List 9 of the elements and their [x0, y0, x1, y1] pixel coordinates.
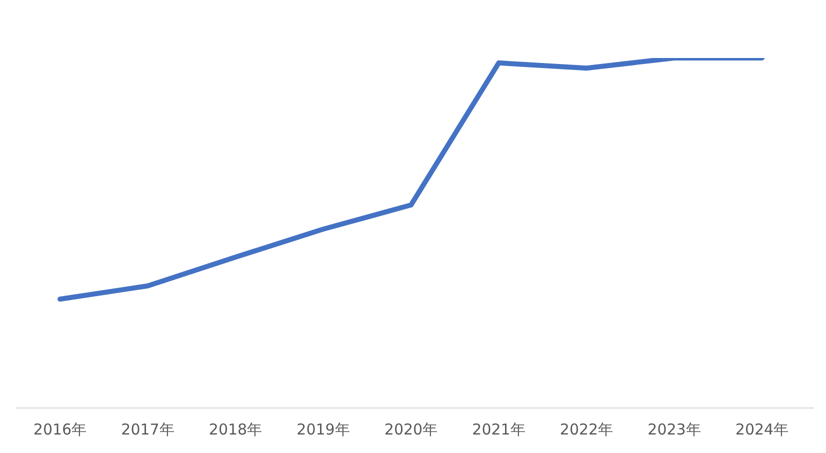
x-tick-label: 2016年 — [33, 420, 87, 439]
x-tick-label: 2022年 — [560, 420, 614, 439]
x-tick-label: 2020年 — [384, 420, 438, 439]
x-tick-label: 2019年 — [296, 420, 350, 439]
x-tick-label: 2018年 — [208, 420, 262, 439]
x-tick-label: 2024年 — [735, 420, 789, 439]
x-tick-label: 2017年 — [121, 420, 174, 439]
x-tick-label: 2023年 — [648, 420, 701, 439]
x-tick-label: 2021年 — [472, 420, 526, 439]
